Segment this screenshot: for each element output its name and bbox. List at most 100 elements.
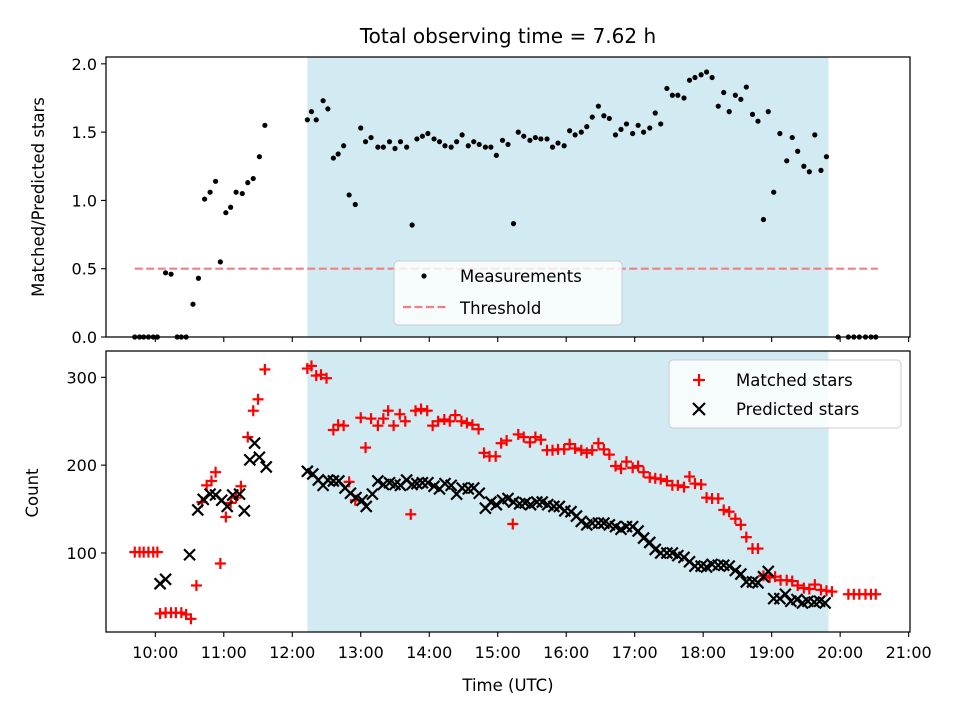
matched-star-point	[723, 506, 735, 518]
matched-star-point	[752, 543, 764, 555]
predicted-star-point	[501, 492, 515, 505]
predicted-star-point	[238, 504, 251, 518]
matched-star-point	[259, 363, 271, 375]
matched-star-point	[620, 456, 632, 468]
measurement-point	[709, 74, 715, 81]
bottom-panel: 100 200 300 10:00 11:00 12:00 13:00 14:00 15:00…	[23, 350, 932, 695]
matched-star-point	[338, 420, 350, 432]
measurement-point	[414, 136, 420, 142]
measurement-point	[612, 132, 619, 138]
measurement-point	[223, 210, 229, 216]
matched-star-point	[365, 413, 377, 425]
bottom-xtick-label: 16:00	[543, 643, 589, 662]
measurement-point	[250, 175, 256, 182]
matched-star-point	[360, 442, 372, 454]
bottom-xtick-label: 12:00	[269, 643, 315, 662]
matched-star-point	[405, 508, 417, 520]
top-ytick-label: 0.5	[72, 260, 97, 279]
top-legend: Measurements Threshold	[393, 260, 623, 326]
measurement-point	[527, 137, 533, 143]
predicted-star-point	[648, 543, 662, 556]
measurement-point	[358, 125, 364, 131]
measurement-point	[686, 77, 693, 83]
matched-star-point	[603, 449, 615, 461]
bottom-xtick-label: 14:00	[406, 643, 452, 662]
bottom-xtick-label: 11:00	[201, 643, 247, 662]
measurement-point	[375, 144, 381, 150]
measurement-point	[623, 121, 630, 127]
measurement-point	[239, 190, 245, 197]
bottom-xtick-label: 10:00	[132, 643, 178, 662]
measurement-point	[789, 134, 795, 141]
bottom-ytick-label: 100	[66, 544, 97, 563]
matched-star-point	[501, 435, 513, 447]
predicted-star-point	[366, 487, 379, 501]
measurement-point	[325, 106, 331, 112]
measurement-point	[555, 140, 561, 146]
measurement-point	[806, 169, 812, 175]
matched-star-point	[372, 420, 384, 432]
matched-star-point	[466, 419, 478, 431]
top-panel: 0.00.51.01.52.0 Matched/Predicted stars …	[29, 55, 911, 347]
predicted-star-point	[734, 567, 748, 581]
predicted-star-point	[637, 531, 650, 545]
matched-star-point	[382, 405, 394, 417]
top-ytick-label: 1.5	[72, 123, 97, 142]
measurement-point	[207, 189, 213, 195]
matched-star-point	[242, 431, 254, 443]
measurement-point	[431, 136, 437, 142]
bottom-xlabel: Time (UTC)	[461, 676, 553, 695]
predicted-star-point	[233, 487, 246, 501]
matched-star-point	[444, 415, 456, 427]
bottom-axes-frame	[105, 350, 911, 633]
measurement-point	[823, 154, 830, 160]
bottom-ytick-label: 200	[66, 456, 97, 475]
matched-star-point	[343, 476, 355, 488]
measurement-point	[397, 139, 404, 145]
predicted-star-point	[547, 500, 561, 513]
legend-predicted-label: Predicted stars	[736, 400, 859, 419]
measurement-point	[669, 92, 675, 98]
measurement-point	[228, 204, 234, 210]
predicted-star-point	[248, 436, 261, 450]
bottom-ytick-label: 300	[66, 368, 97, 387]
predicted-star-point	[574, 515, 588, 528]
measurement-point	[698, 72, 704, 78]
measurement-point	[652, 110, 658, 116]
matched-star-point	[655, 473, 667, 485]
matched-star-point	[695, 478, 707, 490]
measurement-point	[304, 117, 310, 123]
measurement-point	[392, 145, 398, 152]
bottom-xtick-label: 21:00	[886, 643, 932, 662]
predicted-star-point	[191, 503, 205, 517]
matched-star-point	[321, 372, 333, 384]
measurement-point	[635, 122, 641, 128]
measurement-point	[380, 144, 386, 150]
measurement-point	[532, 134, 538, 141]
matched-star-point	[410, 405, 422, 417]
measurement-point	[190, 301, 196, 307]
measurement-point	[256, 154, 263, 160]
matched-star-point	[558, 443, 570, 455]
measurement-point	[606, 115, 612, 122]
measurement-point	[425, 130, 431, 137]
predicted-star-point	[530, 495, 544, 509]
measurement-point	[436, 139, 443, 145]
measurement-point	[658, 121, 664, 127]
measurement-point	[784, 158, 790, 164]
predicted-star-point	[405, 478, 419, 491]
predicted-star-point	[259, 460, 273, 474]
matched-star-point	[305, 360, 317, 372]
measurement-point	[313, 117, 319, 123]
measurement-point	[664, 85, 670, 92]
predicted-star-point	[196, 493, 210, 506]
matched-star-point	[247, 405, 259, 417]
matched-star-point	[586, 444, 598, 456]
bottom-xtick-label: 18:00	[680, 643, 726, 662]
predicted-star-point	[253, 450, 266, 464]
matched-star-point	[455, 415, 467, 427]
bottom-legend: Matched stars Predicted stars	[668, 359, 902, 429]
measurement-point	[499, 137, 506, 143]
measurement-point	[721, 89, 727, 96]
